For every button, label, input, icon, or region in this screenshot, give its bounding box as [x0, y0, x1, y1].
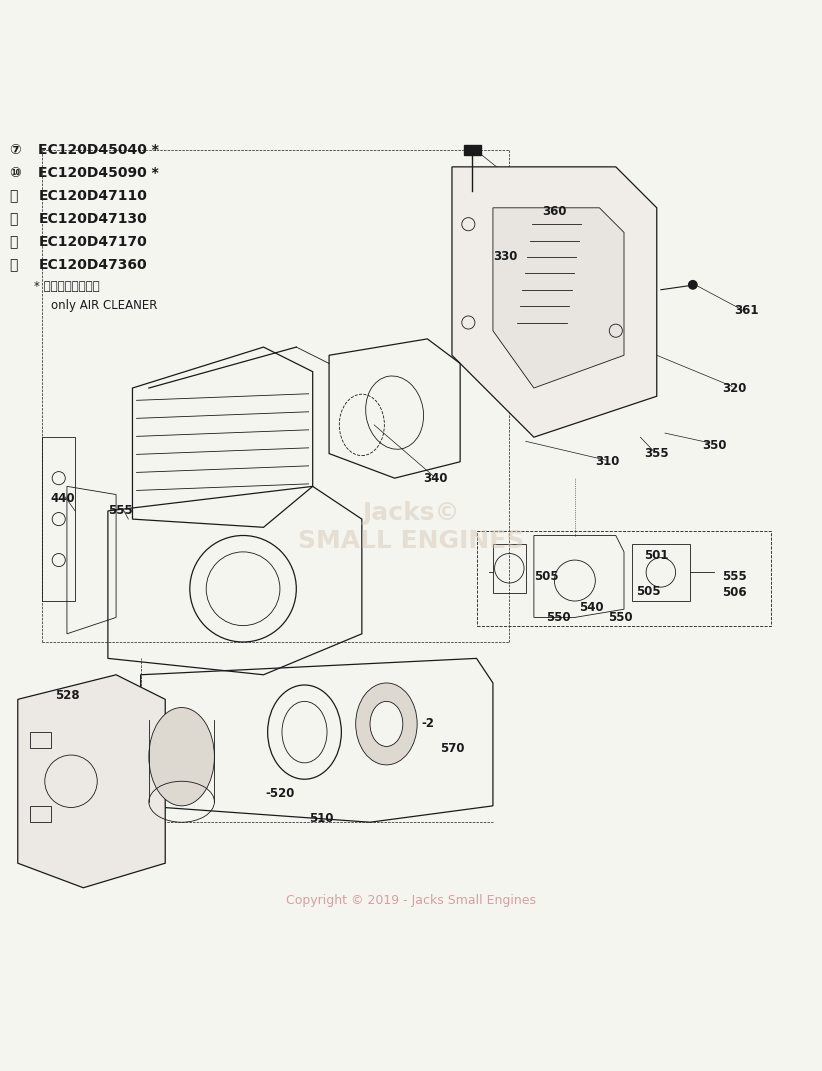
Text: 505: 505 — [636, 585, 661, 598]
Text: -520: -520 — [266, 787, 294, 800]
Ellipse shape — [356, 683, 417, 765]
Ellipse shape — [149, 708, 215, 805]
Text: Copyright © 2019 - Jacks Small Engines: Copyright © 2019 - Jacks Small Engines — [286, 893, 536, 906]
Text: 550: 550 — [546, 610, 570, 624]
Text: 440: 440 — [50, 493, 75, 506]
Text: ⑭: ⑭ — [10, 258, 18, 272]
Text: ⑬: ⑬ — [10, 236, 18, 250]
Text: 555: 555 — [108, 504, 132, 517]
Text: Jacks©
SMALL ENGINES: Jacks© SMALL ENGINES — [298, 501, 524, 554]
Text: ⑩: ⑩ — [10, 166, 21, 180]
Text: 310: 310 — [595, 455, 620, 468]
Text: * エアクリーナのみ: * エアクリーナのみ — [35, 280, 99, 292]
Polygon shape — [18, 675, 165, 888]
Text: EC120D47170: EC120D47170 — [39, 236, 147, 250]
Text: EC120D45040 *: EC120D45040 * — [39, 144, 159, 157]
Text: 550: 550 — [607, 610, 632, 624]
Text: 350: 350 — [702, 439, 727, 452]
Text: 355: 355 — [644, 447, 669, 461]
Bar — [30, 805, 50, 823]
Polygon shape — [493, 208, 624, 388]
Text: EC120D47130: EC120D47130 — [39, 212, 147, 226]
Text: 570: 570 — [440, 742, 464, 755]
Bar — [464, 145, 481, 154]
Text: EC120D47110: EC120D47110 — [39, 190, 147, 203]
Text: 501: 501 — [644, 549, 669, 562]
Text: EC120D45090 *: EC120D45090 * — [39, 166, 159, 180]
Text: 340: 340 — [423, 471, 448, 485]
Text: 506: 506 — [723, 586, 747, 600]
Text: 360: 360 — [543, 206, 566, 218]
Text: EC120D47360: EC120D47360 — [39, 258, 147, 272]
Text: 528: 528 — [54, 689, 79, 702]
Text: 540: 540 — [579, 601, 603, 614]
Text: only AIR CLEANER: only AIR CLEANER — [50, 300, 157, 313]
Text: -2: -2 — [421, 718, 434, 730]
Polygon shape — [452, 167, 657, 437]
Circle shape — [688, 280, 698, 290]
Ellipse shape — [370, 702, 403, 746]
Text: 505: 505 — [533, 570, 558, 583]
Bar — [30, 733, 50, 749]
Text: ⑦: ⑦ — [10, 144, 21, 157]
Text: 555: 555 — [723, 570, 747, 583]
Text: ⑪: ⑪ — [10, 190, 18, 203]
Text: ⑫: ⑫ — [10, 212, 18, 226]
Text: 320: 320 — [723, 381, 746, 394]
Text: 330: 330 — [493, 251, 517, 263]
Text: 361: 361 — [735, 304, 760, 317]
Text: 510: 510 — [308, 812, 333, 825]
